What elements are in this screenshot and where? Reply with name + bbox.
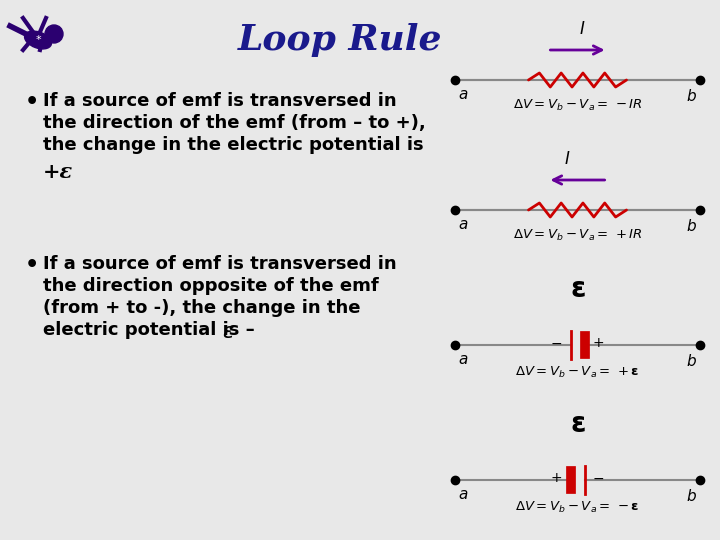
Text: $b$: $b$ [686, 88, 697, 104]
Text: $I$: $I$ [580, 21, 586, 38]
Text: electric potential is –: electric potential is – [43, 321, 255, 339]
Text: the direction opposite of the emf: the direction opposite of the emf [43, 277, 379, 295]
Text: $a$: $a$ [458, 353, 468, 367]
Text: (from + to -), the change in the: (from + to -), the change in the [43, 299, 361, 317]
Text: $\varepsilon$: $\varepsilon$ [222, 322, 235, 342]
Text: •: • [25, 255, 40, 275]
Text: $+$: $+$ [550, 471, 562, 485]
Text: *: * [35, 35, 41, 45]
Text: +ε: +ε [43, 162, 73, 182]
Text: $-$: $-$ [593, 471, 605, 485]
Text: $I$: $I$ [564, 151, 571, 168]
Text: $\boldsymbol{\varepsilon}$: $\boldsymbol{\varepsilon}$ [570, 276, 585, 303]
Text: $b$: $b$ [686, 353, 697, 369]
Circle shape [45, 25, 63, 43]
Text: $\Delta V = V_b - V_a =\,+IR$: $\Delta V = V_b - V_a =\,+IR$ [513, 228, 642, 243]
Text: $-$: $-$ [550, 336, 562, 350]
Ellipse shape [24, 31, 51, 49]
Text: If a source of emf is transversed in: If a source of emf is transversed in [43, 92, 397, 110]
Text: Loop Rule: Loop Rule [238, 23, 442, 57]
Text: $\Delta V = V_b - V_a =\,-\boldsymbol{\varepsilon}$: $\Delta V = V_b - V_a =\,-\boldsymbol{\v… [516, 500, 639, 515]
Text: $a$: $a$ [458, 218, 468, 232]
Text: $\boldsymbol{\varepsilon}$: $\boldsymbol{\varepsilon}$ [570, 411, 585, 438]
Text: the change in the electric potential is: the change in the electric potential is [43, 136, 423, 154]
Text: $\Delta V = V_b - V_a =\,-IR$: $\Delta V = V_b - V_a =\,-IR$ [513, 98, 642, 113]
Text: $b$: $b$ [686, 218, 697, 234]
Text: $+$: $+$ [593, 336, 605, 350]
Text: $a$: $a$ [458, 488, 468, 502]
Text: •: • [25, 92, 40, 112]
Text: $b$: $b$ [686, 488, 697, 504]
Text: If a source of emf is transversed in: If a source of emf is transversed in [43, 255, 397, 273]
Text: $\Delta V = V_b - V_a =\,+\boldsymbol{\varepsilon}$: $\Delta V = V_b - V_a =\,+\boldsymbol{\v… [516, 365, 639, 380]
Text: the direction of the emf (from – to +),: the direction of the emf (from – to +), [43, 114, 426, 132]
Text: $a$: $a$ [458, 88, 468, 102]
